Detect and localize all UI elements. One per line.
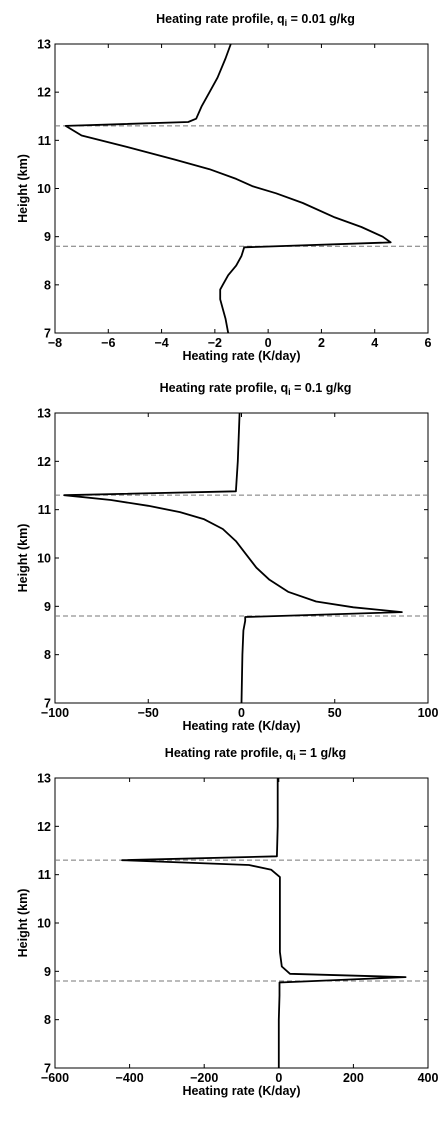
y-tick-label: 11 [38,868,51,882]
x-tick-label: −4 [154,336,168,350]
y-tick-label: 10 [37,552,51,566]
y-tick-label: 8 [44,278,51,292]
x-tick-label: −50 [138,706,159,720]
y-tick-label: 7 [44,1062,51,1076]
y-tick-label: 8 [44,648,51,662]
series-line-1 [63,412,403,704]
chart-title: Heating rate profile, qi = 0.01 g/kg [156,12,355,28]
x-axis-label: Heating rate (K/day) [182,349,300,363]
y-tick-label: 9 [44,230,51,244]
y-tick-label: 12 [37,820,51,834]
series-line-1 [121,778,407,1068]
y-axis-label: Height (km) [16,889,30,958]
x-tick-label: 4 [371,336,378,350]
x-tick-label: −400 [116,1071,144,1085]
x-tick-label: 2 [318,336,325,350]
y-tick-label: 12 [37,455,51,469]
x-tick-label: −200 [190,1071,218,1085]
x-tick-label: 0 [238,706,245,720]
x-tick-label: −600 [41,1071,69,1085]
x-tick-label: 400 [418,1071,439,1085]
chart-panel-3: Heating rate profile, qi = 1 g/kg −600 −40… [16,746,438,1098]
chart-title: Heating rate profile, qi = 1 g/kg [165,746,346,762]
x-tick-label: −100 [41,706,69,720]
y-tick-label: 9 [44,965,51,979]
x-tick-label: 50 [328,706,342,720]
y-tick-label: 13 [37,772,51,786]
y-tick-label: 7 [44,697,51,711]
y-axis-label: Height (km) [16,154,30,223]
y-tick-label: 11 [38,134,51,148]
x-tick-label: 6 [425,336,432,350]
x-tick-label: −2 [208,336,222,350]
x-tick-label: −8 [48,336,62,350]
x-tick-label: 0 [265,336,272,350]
series-line-1 [64,43,392,334]
x-tick-label: −6 [101,336,115,350]
y-tick-label: 13 [37,407,51,421]
x-axis-label: Heating rate (K/day) [182,1084,300,1098]
y-tick-label: 13 [37,38,51,52]
plot-frame [54,777,429,1069]
y-tick-label: 11 [38,503,51,517]
x-tick-label: 100 [418,706,439,720]
y-axis-label: Height (km) [16,524,30,593]
y-tick-label: 8 [44,1013,51,1027]
x-tick-label: 0 [275,1071,282,1085]
y-tick-label: 10 [37,182,51,196]
y-tick-label: 12 [37,86,51,100]
y-tick-label: 9 [44,600,51,614]
x-tick-label: 200 [343,1071,364,1085]
y-tick-label: 7 [44,327,51,341]
x-axis-label: Heating rate (K/day) [182,719,300,733]
y-tick-label: 10 [37,917,51,931]
chart-panel-2: Heating rate profile, qi = 0.1 g/kg −100 −… [16,381,438,733]
chart-panel-1: Heating rate profile, qi = 0.01 g/kg −8 −6… [16,12,432,363]
chart-title: Heating rate profile, qi = 0.1 g/kg [160,381,352,397]
plot-frame [54,43,429,334]
